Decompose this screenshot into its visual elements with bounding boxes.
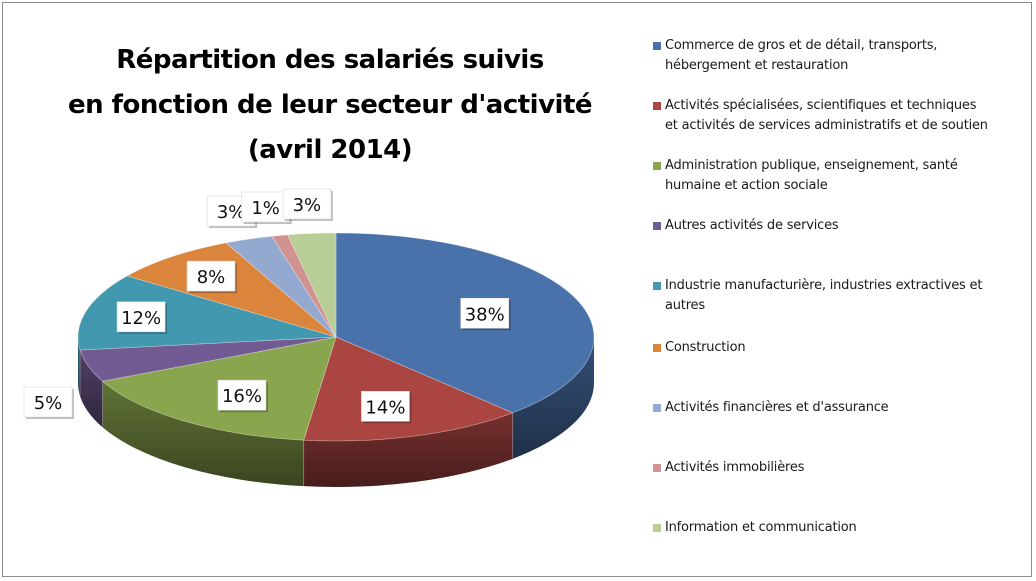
legend-swatch bbox=[653, 344, 661, 352]
data-label-box bbox=[23, 386, 73, 418]
legend-label: Construction bbox=[665, 338, 1025, 358]
pie-side-administration-publique-enseignement-sante-humaine-et-action-sociale bbox=[102, 381, 304, 487]
legend-label: Activités immobilières bbox=[665, 458, 1025, 478]
pie-slice-activites-immobilieres bbox=[271, 234, 337, 338]
legend-label: Activités financières et d'assurance bbox=[665, 398, 1025, 418]
legend-swatch bbox=[653, 42, 661, 50]
data-label-box bbox=[361, 391, 410, 422]
pie-side-industrie-manufacturiere-industries-extractives-et-autres bbox=[78, 337, 81, 397]
legend-label: Administration publique, enseignement, s… bbox=[665, 156, 1025, 196]
data-label-box bbox=[116, 301, 166, 333]
data-label-text: 5% bbox=[34, 393, 63, 414]
pie-slice-information-et-communication bbox=[287, 232, 337, 338]
data-label-box bbox=[282, 188, 332, 220]
legend-label-line: Information et communication bbox=[665, 520, 857, 535]
pie-slice-activites-financieres-et-d-assurance bbox=[225, 235, 337, 338]
legend-swatch bbox=[653, 524, 661, 532]
legend-label-line: Activités immobilières bbox=[665, 460, 805, 475]
legend-swatch bbox=[653, 282, 661, 290]
pie-slice-autres-activites-de-services bbox=[79, 336, 337, 382]
legend-label-line: et activités de services administratifs … bbox=[665, 118, 988, 133]
legend-label: Information et communication bbox=[665, 518, 1025, 538]
legend-swatch bbox=[653, 404, 661, 412]
data-label-box bbox=[186, 260, 236, 292]
data-label-box bbox=[460, 297, 510, 329]
legend-label: Activités spécialisées, scientifiques et… bbox=[665, 96, 1025, 136]
legend-label: Commerce de gros et de détail, transport… bbox=[665, 36, 1025, 76]
legend-label-line: Activités spécialisées, scientifiques et… bbox=[665, 98, 977, 113]
data-label-commerce-de-gros-et-de-detail-transports-hebergement-et-restauration: 38% bbox=[460, 297, 511, 331]
data-label-activites-specialisees-scientifiques-et-techniques-et-activites-de-services-administratifs-et-de-soutien: 14% bbox=[361, 391, 412, 424]
legend-swatch bbox=[653, 464, 661, 472]
legend-swatch bbox=[653, 102, 661, 110]
data-label-box bbox=[241, 191, 290, 223]
data-label-industrie-manufacturiere-industries-extractives-et-autres: 12% bbox=[116, 301, 168, 334]
legend-label-line: Activités financières et d'assurance bbox=[665, 400, 889, 415]
data-label-text: 3% bbox=[217, 202, 246, 223]
legend-label-line: Construction bbox=[665, 340, 746, 355]
data-label-information-et-communication: 3% bbox=[282, 188, 333, 221]
data-label-construction: 8% bbox=[186, 260, 238, 294]
legend-label-line: Industrie manufacturière, industries ext… bbox=[665, 278, 983, 293]
data-label-text: 14% bbox=[365, 397, 405, 418]
chart-title-line-1: Répartition des salariés suivis bbox=[116, 45, 544, 75]
pie-side-activites-specialisees-scientifiques-et-techniques-et-activites-de-services-administratifs-et-de-soutien bbox=[303, 412, 513, 487]
legend-label-line: Autres activités de services bbox=[665, 218, 839, 233]
data-label-text: 12% bbox=[121, 308, 161, 329]
data-label-text: 38% bbox=[465, 304, 505, 325]
legend-label-line: humaine et action sociale bbox=[665, 178, 828, 193]
chart-title: Répartition des salariés suivis en fonct… bbox=[20, 38, 640, 173]
data-label-text: 3% bbox=[293, 195, 322, 216]
legend-label: Autres activités de services bbox=[665, 216, 1025, 236]
pie-side-autres-activites-de-services bbox=[80, 350, 103, 428]
chart-title-line-3: (avril 2014) bbox=[247, 135, 413, 165]
legend-label-line: autres bbox=[665, 298, 705, 313]
pie-data-labels: 38%14%16%5%12%8%3% 1% 3% bbox=[23, 188, 511, 424]
data-label-text: 1% bbox=[251, 198, 280, 219]
data-label-text: 16% bbox=[222, 386, 262, 407]
data-label-autres-activites-de-services: 5% bbox=[23, 386, 74, 419]
legend-swatch bbox=[653, 222, 661, 230]
data-label-administration-publique-enseignement-sante-humaine-et-action-sociale: 16% bbox=[217, 379, 268, 413]
data-label-text: 8% bbox=[197, 267, 226, 288]
legend-swatch bbox=[653, 162, 661, 170]
legend-label-line: Commerce de gros et de détail, transport… bbox=[665, 38, 938, 53]
legend-label: Industrie manufacturière, industries ext… bbox=[665, 276, 1025, 316]
pie-sides bbox=[78, 337, 594, 487]
data-label-box bbox=[217, 379, 267, 411]
chart-title-line-2: en fonction de leur secteur d'activité bbox=[67, 90, 593, 120]
pie-top bbox=[77, 232, 595, 442]
pie-slice-activites-specialisees-scientifiques-et-techniques-et-activites-de-services-administratifs-et-de-soutien bbox=[303, 336, 514, 442]
legend-label-line: Administration publique, enseignement, s… bbox=[665, 158, 958, 173]
pie-side-commerce-de-gros-et-de-detail-transports-hebergement-et-restauration bbox=[512, 337, 594, 459]
legend-label-line: hébergement et restauration bbox=[665, 58, 849, 73]
